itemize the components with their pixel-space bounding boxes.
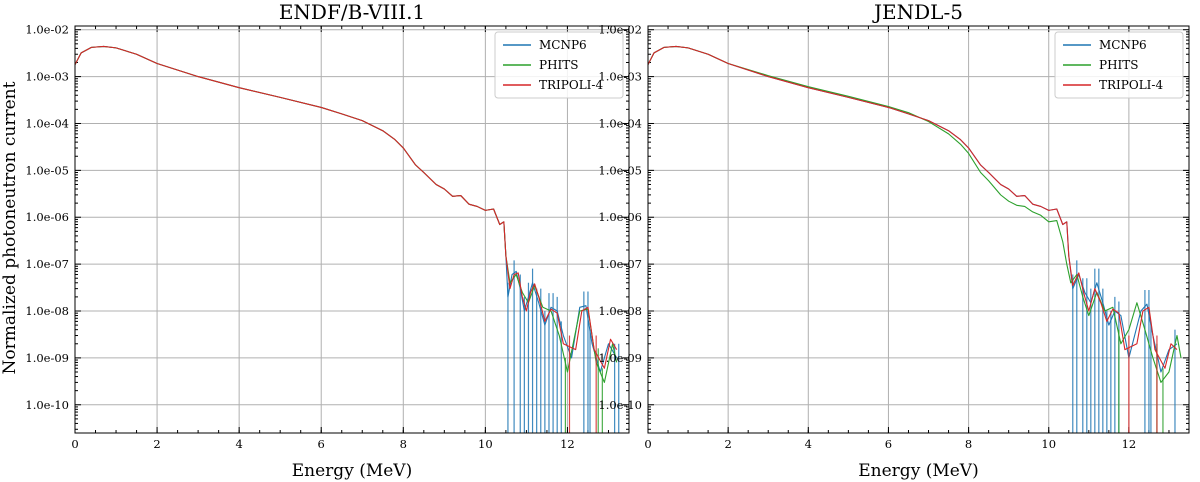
x-tick-label: 4 (235, 437, 242, 451)
x-axis-label: Energy (MeV) (292, 461, 412, 481)
y-tick-label: 1.0e-10 (598, 398, 642, 412)
series-mcnp6 (74, 45, 620, 433)
legend-label: TRIPOLI-4 (539, 78, 603, 92)
panel-title: JENDL-5 (872, 0, 963, 24)
y-tick-label: 1.0e-07 (25, 257, 69, 271)
x-tick-label: 2 (724, 437, 731, 451)
panel-endf: ENDF/B-VIII.1 0 2 4 6 8 10 12 1.0e-10 1.0e-09 1.0e… (25, 0, 630, 481)
legend-box (1054, 31, 1184, 99)
y-tick-label: 1.0e-04 (25, 116, 69, 130)
plot-frame (74, 25, 630, 434)
series-tripoli-4 (74, 45, 618, 433)
legend-label: MCNP6 (539, 38, 587, 52)
legend-label: TRIPOLI-4 (1099, 78, 1163, 92)
y-tick-label: 1.0e-07 (598, 257, 642, 271)
x-tick-label: 6 (318, 437, 325, 451)
panel-jendl: JENDL-5 0 2 4 6 8 10 12 1.0e-10 1.0e-09 1.0e-08 1.0… (598, 0, 1190, 481)
x-tick-label: 6 (885, 437, 892, 451)
legend-label: PHITS (1099, 58, 1139, 72)
series-phits (74, 45, 618, 433)
panel-title: ENDF/B-VIII.1 (279, 0, 425, 24)
y-tick-label: 1.0e-08 (25, 304, 69, 318)
y-axis-label: Normalized photoneutron current (0, 81, 20, 374)
x-tick-label: 0 (71, 437, 78, 451)
x-tick-label: 0 (644, 437, 651, 451)
series-line (74, 45, 618, 369)
series-line (647, 45, 1182, 383)
y-tick-label: 1.0e-06 (25, 210, 69, 224)
y-tick-label: 1.0e-10 (25, 398, 69, 412)
x-tick-label: 2 (153, 437, 160, 451)
y-tick-label: 1.0e-02 (598, 23, 642, 37)
y-tick-label: 1.0e-03 (25, 70, 69, 84)
series-mcnp6 (647, 45, 1178, 433)
legend-box (494, 31, 624, 99)
y-tick-label: 1.0e-08 (598, 304, 642, 318)
y-tick-label: 1.0e-04 (598, 116, 642, 130)
y-tick-label: 1.0e-03 (598, 70, 642, 84)
x-axis-label: Energy (MeV) (858, 461, 978, 481)
y-tick-label: 1.0e-09 (25, 351, 69, 365)
x-tick-label: 10 (1041, 437, 1056, 451)
y-tick-label: 1.0e-05 (598, 163, 642, 177)
y-tick-label: 1.0e-05 (25, 163, 69, 177)
y-tick-label: 1.0e-06 (598, 210, 642, 224)
series-tripoli-4 (647, 45, 1178, 433)
plot-frame (647, 25, 1190, 434)
x-tick-label: 4 (805, 437, 812, 451)
legend: MCNP6 PHITS TRIPOLI-4 (494, 31, 624, 99)
x-tick-label: 10 (478, 437, 493, 451)
x-tick-label: 12 (560, 437, 575, 451)
legend: MCNP6 PHITS TRIPOLI-4 (1054, 31, 1184, 99)
series-line (647, 45, 1178, 369)
legend-label: MCNP6 (1099, 38, 1147, 52)
y-tick-label: 1.0e-02 (25, 23, 69, 37)
x-tick-label: 8 (400, 437, 407, 451)
y-tick-label: 1.0e-09 (598, 351, 642, 365)
x-tick-label: 8 (965, 437, 972, 451)
x-tick-label: 12 (1122, 437, 1137, 451)
legend-label: PHITS (539, 58, 579, 72)
